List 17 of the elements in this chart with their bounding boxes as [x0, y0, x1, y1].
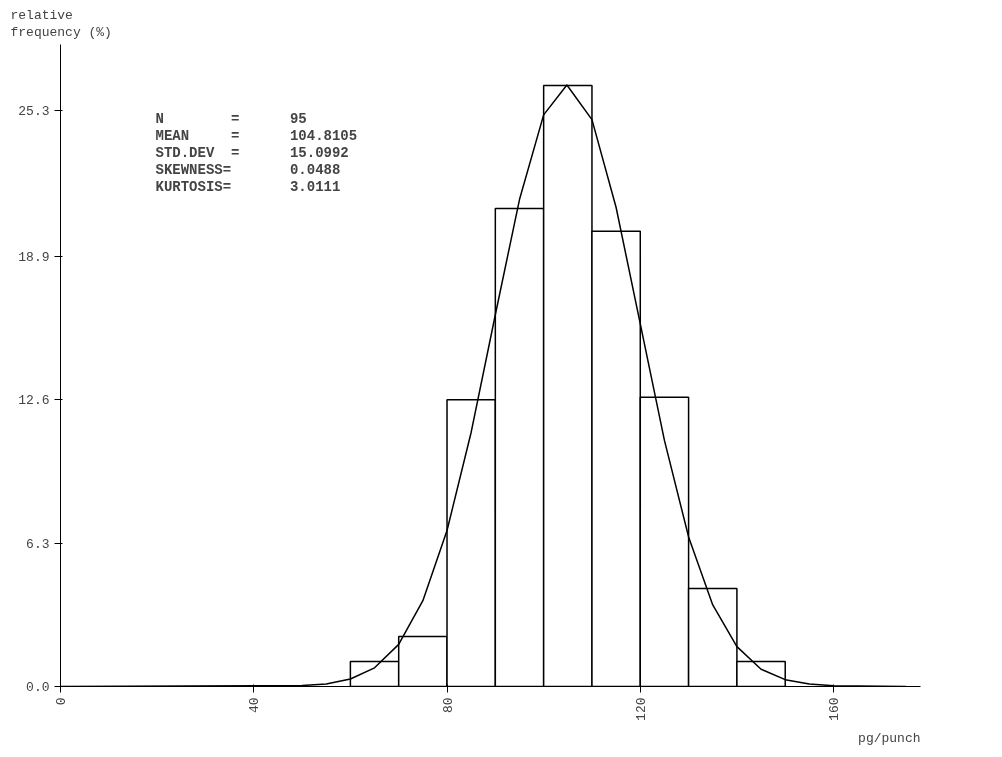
y-tick-label: 18.9 [18, 249, 50, 265]
annotation: N = 95 [155, 110, 307, 127]
annotation: MEAN = 104.8105 [155, 127, 358, 144]
y-tick-label: 6.3 [26, 536, 50, 552]
annotation: SKEWNESS= 0.0488 [155, 161, 341, 178]
annotation: KURTOSIS= 3.0111 [155, 178, 341, 195]
y-tick-label: 12.6 [18, 393, 50, 409]
x-tick-label: 0 [54, 697, 69, 706]
y-axis-title: relative frequency (%) [10, 8, 112, 40]
x-tick-label: 160 [827, 697, 843, 721]
y-tick-label: 0.0 [26, 680, 50, 695]
x-tick-label: 80 [440, 697, 456, 714]
x-axis-title: pg/punch [858, 730, 921, 746]
annotation: STD.DEV = 15.0992 [155, 144, 349, 161]
x-tick-label: 40 [247, 697, 263, 714]
y-tick-label: 25.3 [18, 104, 50, 120]
x-tick-label: 120 [633, 697, 649, 721]
